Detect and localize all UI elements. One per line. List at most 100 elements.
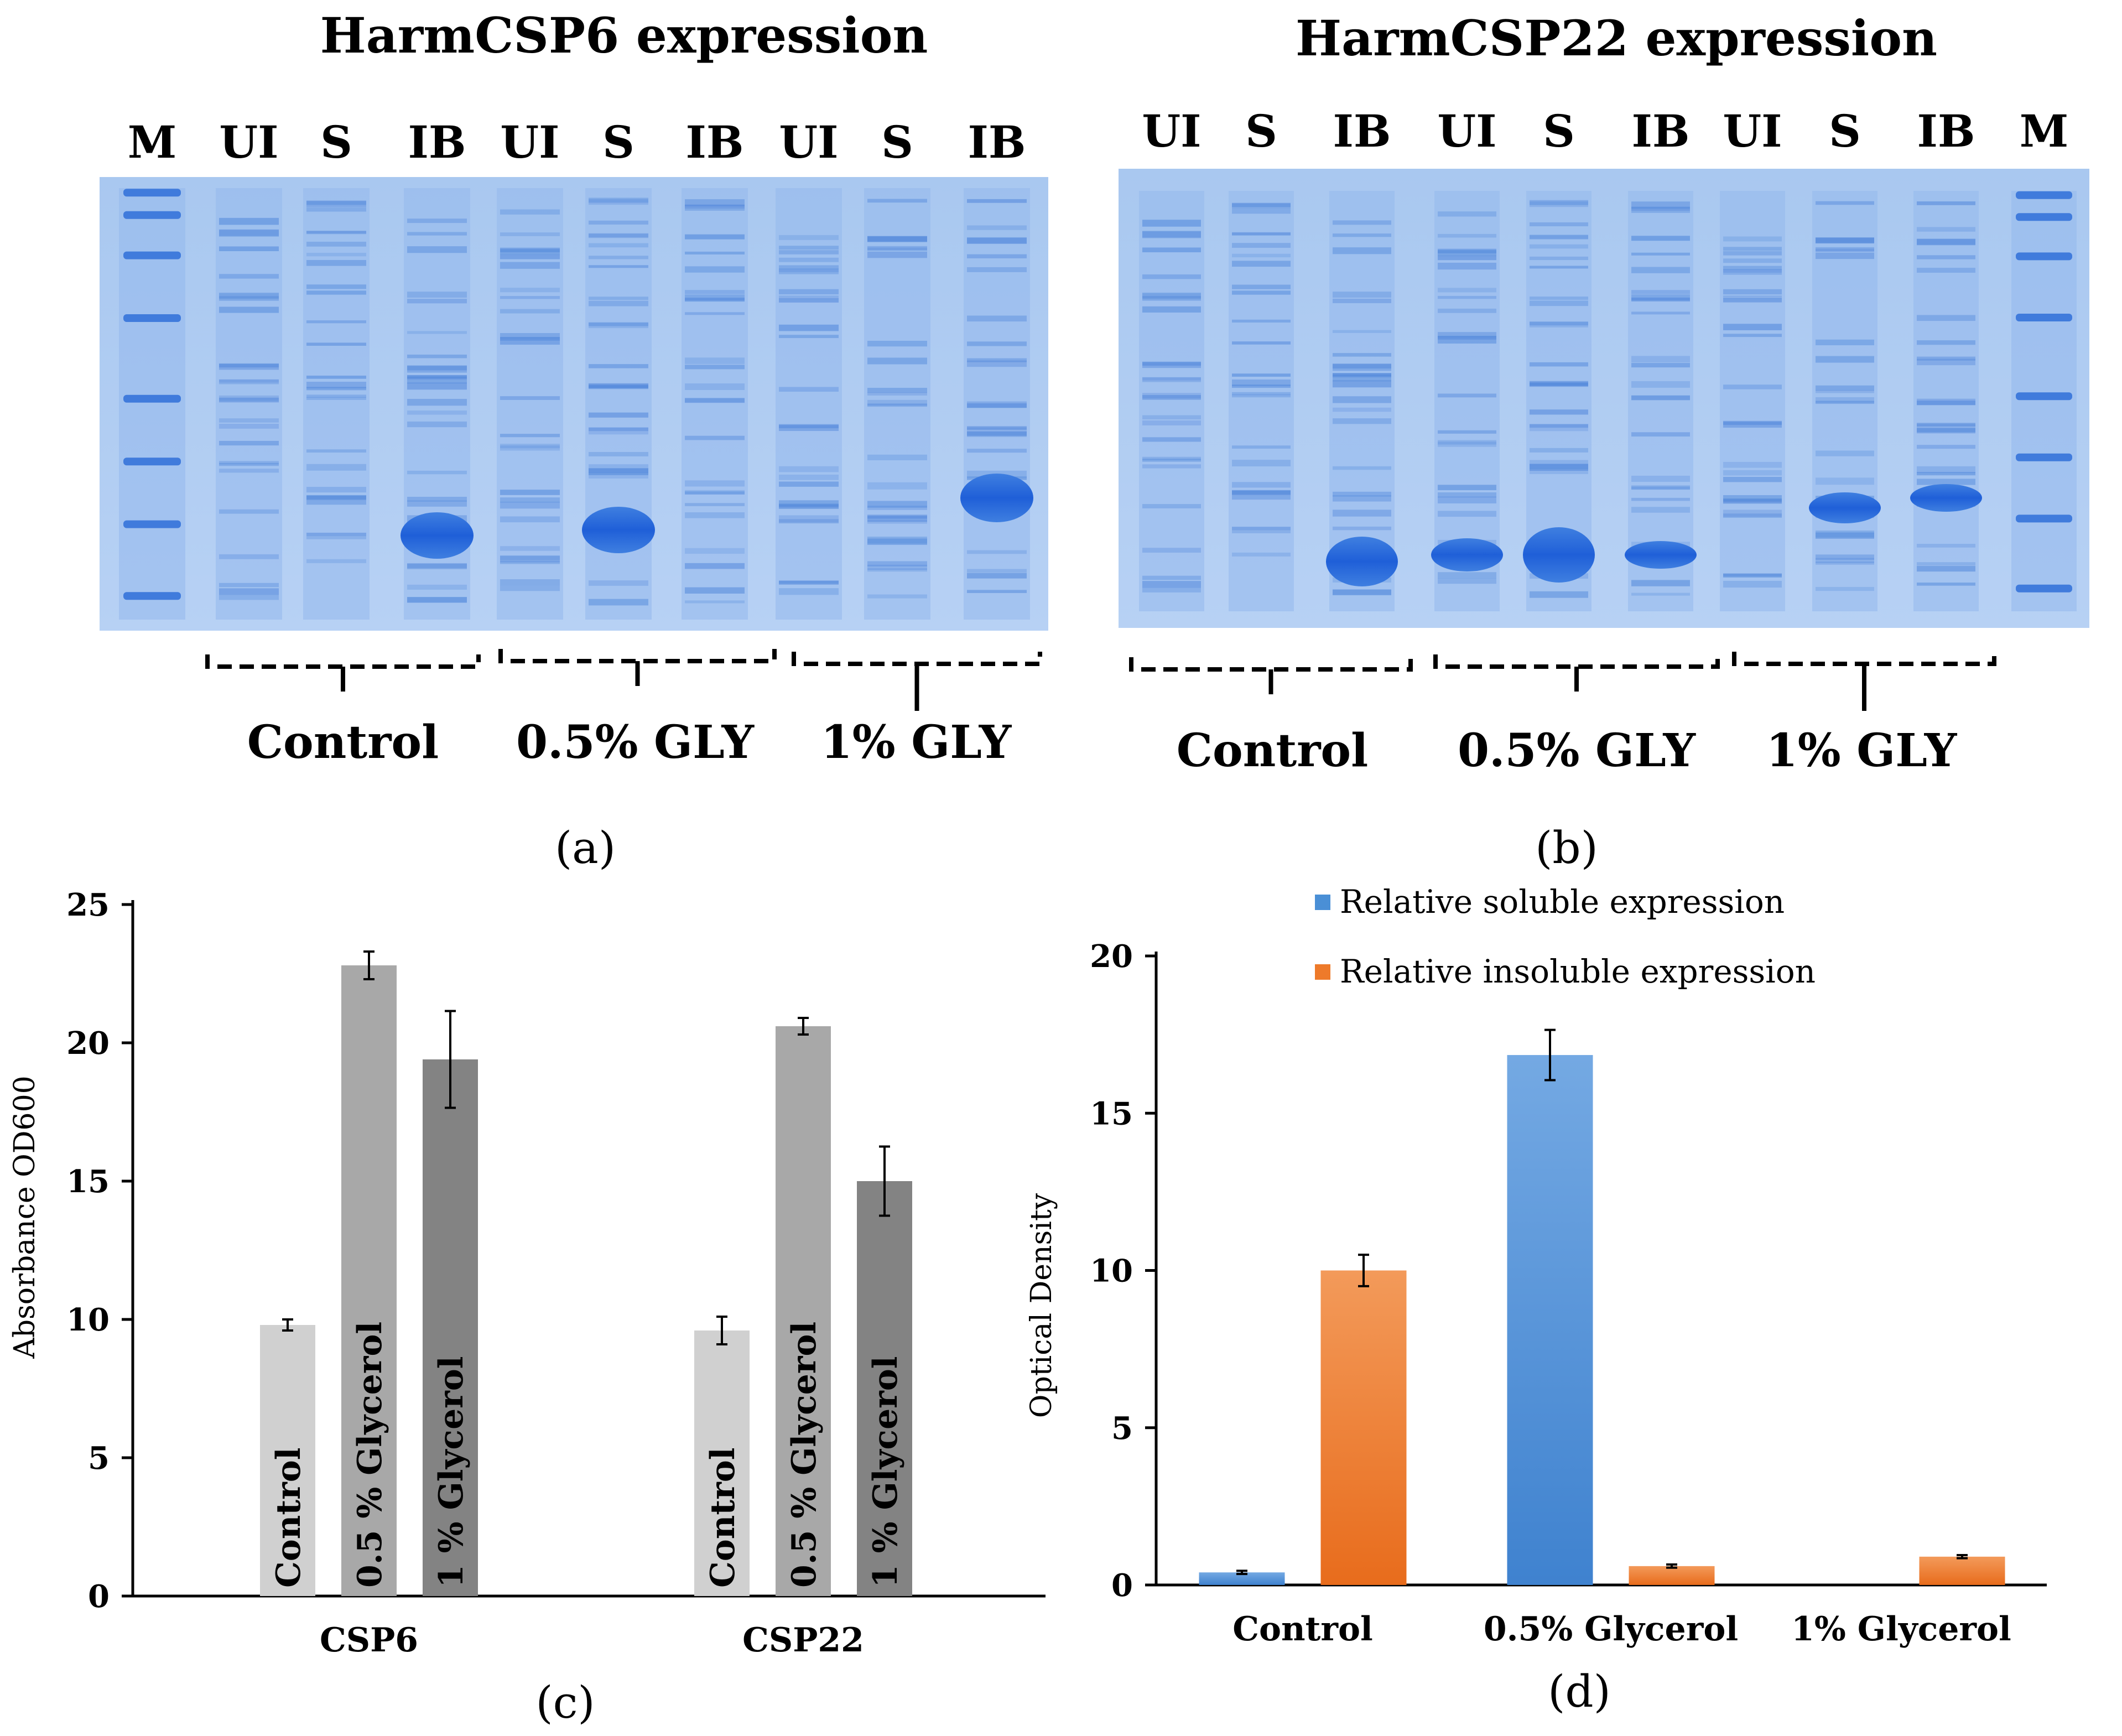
protein-band [1232,232,1291,236]
gel-b-lane-labels: UI S IB UI S IB UI S IB M [1142,105,2068,157]
protein-band [407,470,467,475]
protein-band [589,233,648,238]
protein-band [589,220,648,225]
protein-band [779,424,839,429]
protein-band [306,231,366,235]
protein-band [779,387,839,392]
protein-band [1631,395,1690,401]
protein-band [1438,308,1496,313]
protein-band [779,466,839,472]
protein-band [1723,236,1782,242]
protein-band [1631,206,1690,213]
panel-label-d: (d) [1548,1666,1611,1717]
protein-band [1631,475,1690,482]
protein-band [1631,201,1690,209]
protein-band [1333,247,1391,254]
protein-band [500,434,560,438]
protein-band [219,379,279,384]
lane-label: S [1245,105,1277,157]
x-category-label: Control [1232,1610,1373,1649]
protein-band [500,560,560,564]
protein-band [407,331,467,334]
protein-band [779,519,839,524]
protein-band [589,468,648,475]
protein-band [867,454,927,460]
protein-band [1232,243,1291,248]
gel-a-bands [119,188,1033,620]
protein-band [1333,330,1391,333]
bar-series-label: Control [269,1447,308,1588]
protein-band [1333,373,1391,377]
lane-label: UI [1723,105,1782,157]
protein-band [1530,383,1588,387]
protein-band [1142,274,1201,279]
protein-band [967,401,1027,408]
gel-lane [585,188,652,620]
protein-band [1723,470,1782,476]
lane-label: IB [1333,105,1391,157]
gel-a-brackets [205,649,1042,711]
protein-band [407,232,467,236]
protein-band [685,357,745,365]
protein-band [1530,300,1588,306]
marker-band [2016,213,2072,221]
y-tick-label: 20 [1090,938,1133,975]
protein-band [685,490,745,495]
protein-band [219,588,279,595]
protein-band [867,236,927,242]
gel-lane [497,188,563,620]
bar-series-label: 0.5 % Glycerol [785,1322,824,1588]
protein-band [500,254,560,259]
x-category-label: 0.5% Glycerol [1484,1610,1738,1649]
protein-band [1631,381,1690,388]
protein-band [1530,266,1588,269]
protein-band [219,246,279,251]
gel-a-group-05gly: 0.5% GLY [516,716,755,769]
marker-band [123,189,181,197]
expressed-band [1910,484,1982,512]
protein-band [219,363,279,368]
protein-band [589,322,648,326]
protein-band [779,588,839,595]
protein-band [1816,477,1874,485]
protein-band [1917,268,1975,273]
protein-band [1438,288,1496,293]
lane-label: IB [1917,105,1975,157]
protein-band [500,288,560,293]
gel-lane [1913,191,1979,611]
protein-band [1816,586,1874,591]
protein-band [1232,482,1291,488]
protein-band [1438,511,1496,517]
protein-band [867,594,927,599]
gel-lane [2011,191,2077,611]
protein-band [1816,450,1874,456]
group-bracket [792,652,1042,666]
protein-band [779,515,839,523]
protein-band [685,235,745,240]
lane-label: S [602,116,634,168]
protein-band [1723,269,1782,273]
protein-band [1917,566,1975,572]
protein-band [500,232,560,236]
protein-band [407,365,467,371]
protein-band [1917,227,1975,232]
protein-band [685,251,745,254]
protein-band [589,412,648,418]
protein-band [407,597,467,603]
protein-band [779,295,839,299]
protein-band [1333,407,1391,412]
protein-band [1723,461,1782,468]
protein-band [685,199,745,206]
protein-band [1723,573,1782,578]
protein-band [1438,262,1496,270]
protein-band [306,532,366,537]
protein-band [589,364,648,368]
protein-band [967,254,1027,258]
protein-band [1631,356,1690,363]
protein-band [1723,295,1782,299]
x-category-label: CSP6 [320,1621,418,1660]
protein-band [306,397,366,400]
protein-band [1438,211,1496,217]
y-tick-label: 15 [66,1163,110,1200]
protein-band [867,388,927,393]
